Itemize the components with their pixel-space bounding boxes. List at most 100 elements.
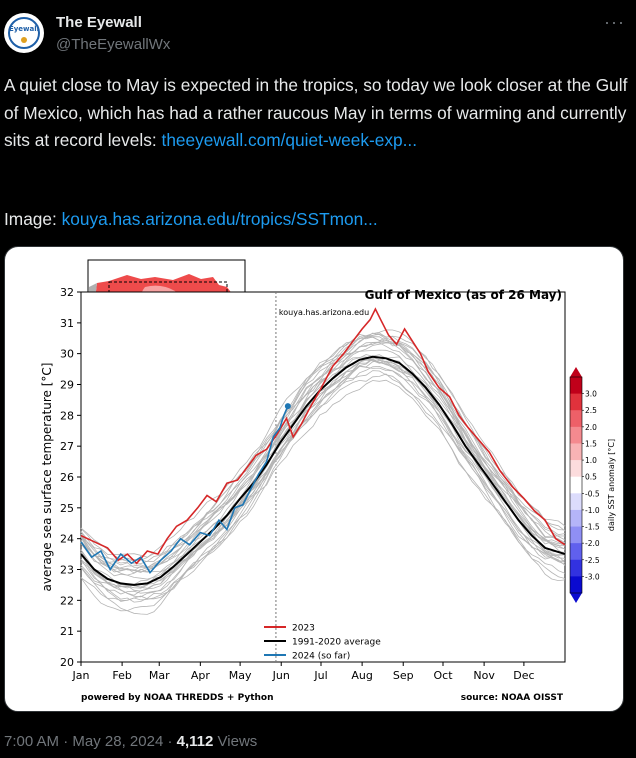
historical-year-line	[80, 354, 566, 589]
tweet-date[interactable]: May 28, 2024	[72, 733, 164, 750]
colorbar-label: daily SST anomaly [°C]	[607, 439, 616, 531]
chart-labels: 20 21 22 23 24 25 26 27 28 29 30 31 32 Jan Feb Mar Apr Ma…	[40, 286, 564, 703]
colorbar-tick-label: -1.5	[585, 523, 600, 532]
footer-left: powered by NOAA THREDDS + Python	[81, 693, 274, 703]
colorbar-tick-label: -2.0	[585, 539, 600, 548]
x-tick-label: Sep	[393, 669, 414, 682]
historical-year-line	[80, 332, 566, 562]
colorbar-bin	[570, 476, 582, 494]
y-tick-label: 28	[60, 409, 74, 422]
y-tick-label: 20	[60, 656, 74, 669]
colorbar-bin	[570, 426, 582, 444]
marker-label: kouya.has.arizona.edu	[279, 308, 369, 317]
colorbar-bin	[570, 559, 582, 577]
tweet-body: A quiet close to May is expected in the …	[4, 75, 628, 150]
colorbar-tick-label: 1.0	[585, 456, 597, 465]
colorbar-tick-label: -3.0	[585, 572, 600, 581]
colorbar-bin	[570, 576, 582, 594]
series-line	[80, 307, 566, 565]
colorbar-arrow-top	[570, 367, 582, 377]
avatar[interactable]: Eyewall	[4, 13, 44, 53]
historical-year-line	[80, 379, 566, 615]
legend-entry: 2024 (so far)	[292, 652, 350, 662]
x-tick-label: May	[229, 669, 252, 682]
colorbar-bin	[570, 509, 582, 528]
colorbar-arrow-bottom	[570, 593, 582, 603]
y-tick-label: 23	[60, 564, 74, 577]
colorbar-tick-label: -1.0	[585, 506, 600, 515]
legend-entry: 2023	[292, 624, 315, 634]
image-credit-line: Image: kouya.has.arizona.edu/tropics/SST…	[4, 206, 378, 234]
x-tick-label: Feb	[112, 669, 131, 682]
meta-separator: ·	[63, 733, 73, 750]
tweet-media-chart[interactable]: 20 21 22 23 24 25 26 27 28 29 30 31 32 Jan Feb Mar Apr Ma…	[4, 246, 624, 712]
y-axis-label: average sea surface temperature [°C]	[40, 363, 54, 592]
x-tick-label: Mar	[149, 669, 170, 682]
views-label: Views	[217, 733, 258, 750]
meta-separator: ·	[167, 733, 177, 750]
y-tick-label: 24	[60, 533, 74, 546]
more-dots-icon[interactable]: ···	[604, 12, 625, 32]
y-tick-label: 26	[60, 471, 74, 484]
historical-year-line	[80, 365, 566, 601]
image-credit-label: Image:	[4, 209, 62, 229]
colorbar-tick-label: 2.0	[585, 423, 597, 432]
colorbar-tick-label: 0.5	[585, 473, 597, 482]
author-handle[interactable]: @TheEyewallWx	[56, 36, 171, 53]
historical-year-line	[80, 358, 566, 598]
tweet-meta: 7:00 AM · May 28, 2024 · 4,112 Views	[4, 733, 257, 750]
avatar-logo-text: Eyewall	[8, 25, 40, 33]
x-tick-label: Jan	[72, 669, 90, 682]
latest-point	[284, 403, 291, 410]
historical-year-line	[80, 332, 566, 564]
colorbar-bin	[570, 377, 582, 395]
colorbar-bin	[570, 526, 582, 544]
x-tick-label: Dec	[513, 669, 534, 682]
y-tick-label: 30	[60, 348, 74, 361]
avatar-ring	[8, 17, 40, 49]
y-tick-label: 25	[60, 502, 74, 515]
x-tick-label: Apr	[191, 669, 211, 682]
y-tick-label: 29	[60, 379, 74, 392]
colorbar-frame	[569, 376, 583, 594]
y-tick-label: 22	[60, 594, 74, 607]
inset-land-north	[89, 261, 244, 297]
historical-year-line	[80, 333, 566, 570]
x-tick-label: Oct	[433, 669, 453, 682]
y-tick-label: 32	[60, 286, 74, 299]
y-tick-label: 31	[60, 317, 74, 330]
author-name[interactable]: The Eyewall	[56, 14, 142, 31]
plot-frame	[80, 291, 566, 663]
colorbar-tick-label: 2.5	[585, 406, 597, 415]
legend-entry: 1991-2020 average	[292, 638, 381, 648]
historical-year-line	[80, 342, 566, 573]
series-line	[80, 405, 289, 574]
colorbar-bin	[570, 460, 582, 478]
chart-axes	[77, 291, 566, 666]
colorbar-tick-label: 3.0	[585, 390, 597, 399]
colorbar-bin	[570, 543, 582, 561]
views-count: 4,112	[176, 733, 214, 750]
colorbar-tick-label: 1.5	[585, 439, 597, 448]
colorbar-bin	[570, 443, 582, 461]
y-tick-label: 21	[60, 625, 74, 638]
tweet-text: A quiet close to May is expected in the …	[4, 72, 630, 155]
x-tick-label: Jul	[313, 669, 327, 682]
colorbar-tick-label: -0.5	[585, 489, 600, 498]
colorbar-bin	[570, 493, 582, 511]
chart-title: Gulf of Mexico (as of 26 May)	[365, 288, 562, 302]
y-tick-label: 27	[60, 440, 74, 453]
image-source-link[interactable]: kouya.has.arizona.edu/tropics/SSTmon...	[61, 209, 378, 229]
article-link[interactable]: theeyewall.com/quiet-week-exp...	[161, 130, 418, 150]
x-tick-label: Aug	[351, 669, 372, 682]
tweet-time[interactable]: 7:00 AM	[4, 733, 60, 750]
footer-right: source: NOAA OISST	[461, 693, 564, 703]
colorbar: 3.0 2.5 2.0 1.5 1.0 0.5 -0.5 -1.0 -1.5 -2.0 -2.5 -3…	[569, 367, 616, 603]
historical-year-line	[80, 329, 566, 558]
colorbar-tick-label: -2.5	[585, 556, 600, 565]
x-tick-label: Nov	[473, 669, 495, 682]
sst-chart: 20 21 22 23 24 25 26 27 28 29 30 31 32 Jan Feb Mar Apr Ma…	[40, 259, 616, 703]
colorbar-bin	[570, 393, 582, 411]
historical-year-line	[80, 373, 566, 603]
colorbar-bin	[570, 410, 582, 428]
